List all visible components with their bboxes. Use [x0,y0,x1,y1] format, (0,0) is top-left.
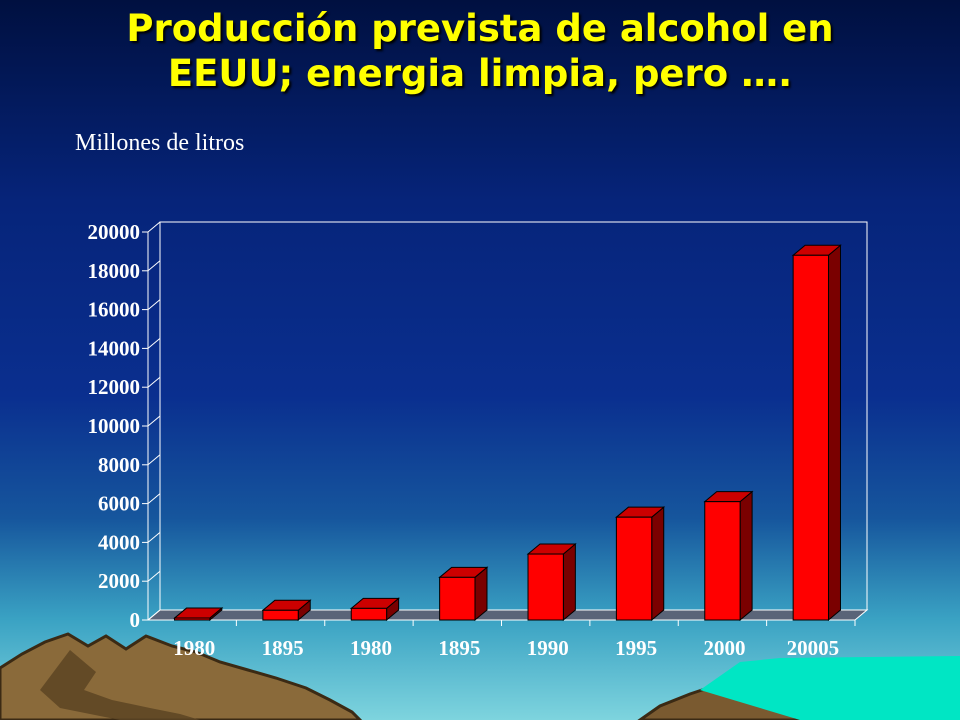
y-tick-label: 14000 [88,336,141,360]
y-tick-diagonal [147,609,161,621]
bar [615,516,653,621]
y-tick-label: 8000 [98,453,140,477]
page-title: Producción prevista de alcohol en EEUU; … [0,6,960,96]
y-tick-label: 12000 [88,375,141,399]
x-tick-label: 1980 [350,636,392,660]
y-tick-label: 10000 [88,414,141,438]
bar [527,553,564,621]
unit-label: Millones de litros [75,130,245,156]
bar [350,607,388,621]
y-tick-label: 20000 [88,220,141,244]
title-line-1: Producción prevista de alcohol en [126,7,834,50]
chart-bars [173,244,842,622]
bar [792,254,829,621]
plot-back-wall [159,221,868,610]
y-tick-label: 16000 [88,298,141,322]
x-tick-label: 1995 [615,636,657,660]
title-line-2: EEUU; energia limpia, pero …. [167,52,793,95]
bar-side [739,490,753,622]
x-tick-label: 1990 [527,636,569,660]
x-tick-label: 1895 [262,636,304,660]
x-tick-label: 1980 [173,636,215,660]
y-tick-diagonal [147,299,161,310]
y-tick-label: 0 [130,608,141,632]
y-tick-diagonal [147,532,161,543]
y-tick-diagonal [147,415,161,427]
bar-side [827,244,841,622]
plot-floor [146,609,869,621]
x-tick-label: 20005 [787,636,840,660]
lagoon [700,656,960,720]
mountain-shadow [40,650,200,720]
bar [704,501,741,621]
y-tick-label: 4000 [98,530,140,554]
bar [439,576,476,621]
bar [262,609,299,621]
bar [174,617,211,621]
x-tick-label: 1895 [438,636,480,660]
y-tick-diagonal [147,260,161,272]
bar-side [651,506,665,622]
y-tick-diagonal [147,570,161,582]
y-tick-label: 2000 [98,569,140,593]
y-tick-diagonal [147,454,161,466]
y-tick-diagonal [147,376,161,388]
chart-axes [142,221,869,626]
y-tick-diagonal [147,338,161,349]
chart-labels: 0 2000 4000 6000 8000 10000 12000 14000 16000 180… [88,220,840,660]
y-tick-diagonal [147,493,161,504]
y-tick-diagonal [147,221,161,233]
x-tick-label: 2000 [703,636,745,660]
bar-side [562,542,576,622]
y-tick-label: 18000 [88,259,141,283]
y-tick-label: 6000 [98,492,140,516]
